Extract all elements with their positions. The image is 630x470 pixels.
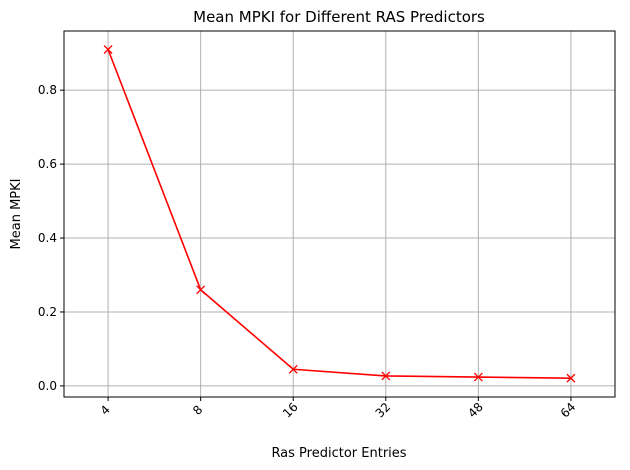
x-tick-label: 32 [373,400,394,421]
x-tick-label: 16 [280,400,301,421]
y-tick-label: 0.8 [38,83,57,97]
y-tick-label: 0.6 [38,157,57,171]
axes: 4 8 16 32 48 640.00.20.40.60.8 [38,30,616,421]
chart-title: Mean MPKI for Different RAS Predictors [193,8,485,26]
data-point-marker [288,364,298,374]
x-tick-label: 8 [190,403,205,418]
data-point-marker [103,45,113,54]
x-axis-label: Ras Predictor Entries [271,446,406,461]
x-tick-label: 64 [558,400,579,421]
y-axis-label: Mean MPKI [9,179,24,250]
y-tick-label: 0.0 [38,379,57,393]
x-tick-label: 4 [98,403,113,418]
marker-stroke [566,373,576,383]
x-tick-label: 48 [465,400,486,421]
series-line [107,49,571,379]
data-point-marker [381,371,391,381]
plot-frame [63,30,616,398]
marker-stroke [381,371,391,381]
y-tick-label: 0.2 [38,305,57,319]
marker-stroke [196,285,206,295]
grid [64,31,615,397]
marker-stroke [288,364,298,374]
data-point-marker [473,372,483,382]
data-point-marker [196,285,206,295]
y-tick-label: 0.4 [38,231,57,245]
data-point-marker [566,373,576,383]
marker-stroke [473,372,483,382]
series-layer [103,45,576,383]
marker-stroke [103,45,113,54]
